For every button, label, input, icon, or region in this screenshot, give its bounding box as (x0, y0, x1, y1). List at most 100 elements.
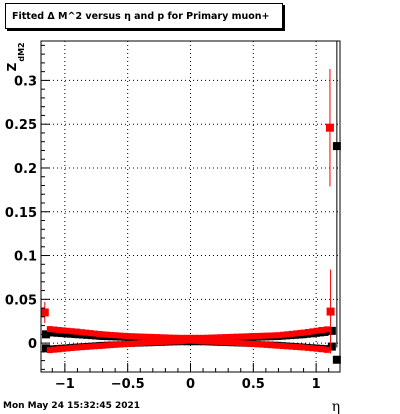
red-band-marker (121, 332, 128, 339)
red-band-marker (46, 326, 53, 333)
red-band-marker (46, 347, 53, 354)
red-band-marker (133, 340, 140, 347)
red-band-marker (87, 330, 94, 337)
y-tick-label: 0.15 (5, 206, 37, 221)
red-band-marker (74, 328, 81, 335)
x-tick-label: 1 (312, 377, 321, 392)
red-band-marker (309, 345, 316, 352)
red-band-marker (92, 330, 99, 337)
red-band-marker (204, 338, 211, 345)
red-band-marker (171, 338, 178, 345)
red-band-marker (163, 334, 170, 341)
red-band-marker (83, 343, 90, 350)
chart-title: Fitted Δ M^2 versus η and p for Primary … (12, 10, 270, 22)
red-band-marker (293, 330, 300, 337)
red-band-marker (179, 338, 186, 345)
black-band-marker (58, 331, 65, 338)
red-band-marker (154, 339, 161, 346)
red-band-marker (108, 342, 115, 349)
red-band-marker (112, 341, 119, 348)
red-band-marker (64, 345, 71, 352)
red-band-marker (51, 346, 58, 353)
red-band-marker (247, 333, 254, 340)
black-point-marker (332, 355, 341, 364)
red-band-marker (225, 333, 232, 340)
red-band-marker (242, 340, 249, 347)
chart-title-box: Fitted Δ M^2 versus η and p for Primary … (5, 3, 283, 29)
red-band-marker (103, 331, 110, 338)
red-band-marker (154, 334, 161, 341)
red-band-marker (229, 339, 236, 346)
red-band-marker (272, 332, 279, 339)
red-band-marker (217, 334, 224, 341)
red-band-marker (149, 339, 156, 346)
red-band-marker (213, 338, 220, 345)
red-band-marker (191, 337, 198, 344)
red-band-marker (309, 328, 316, 335)
red-band-marker (68, 328, 75, 335)
red-band-marker (300, 329, 307, 336)
y-tick-label: 0.3 (14, 74, 37, 89)
red-band-marker (238, 340, 245, 347)
red-band-marker (158, 334, 165, 341)
black-band-marker (313, 330, 320, 337)
red-band-marker (112, 332, 119, 339)
x-tick-label: 0.5 (242, 377, 265, 392)
red-band-marker (108, 331, 115, 338)
red-band-marker (293, 343, 300, 350)
red-band-marker (204, 334, 211, 341)
red-band-marker (304, 328, 311, 335)
red-band-marker (121, 341, 128, 348)
red-band-marker (78, 329, 85, 336)
black-point-marker (327, 326, 336, 335)
red-band-marker (129, 340, 136, 347)
red-band-marker (74, 344, 81, 351)
plot-frame (40, 40, 341, 373)
red-band-marker (313, 327, 320, 334)
red-band-marker (229, 333, 236, 340)
red-band-marker (146, 333, 153, 340)
black-band-marker (49, 330, 56, 337)
red-band-marker (323, 326, 330, 333)
red-band-marker (208, 334, 215, 341)
red-band-marker (117, 332, 124, 339)
black-band-marker (62, 331, 69, 338)
red-band-marker (99, 342, 106, 349)
red-band-marker (319, 346, 326, 353)
red-band-marker (117, 341, 124, 348)
red-band-marker (96, 342, 103, 349)
red-band-marker (279, 343, 286, 350)
red-band-marker (149, 333, 156, 340)
red-band-marker (304, 344, 311, 351)
x-axis-label: η (332, 399, 340, 414)
red-band-marker (68, 345, 75, 352)
red-band-marker (250, 340, 257, 347)
red-band-marker (124, 333, 131, 340)
red-band-marker (129, 333, 136, 340)
red-band-marker (96, 331, 103, 338)
red-band-marker (288, 343, 295, 350)
red-band-marker (275, 332, 282, 339)
red-band-marker (92, 343, 99, 350)
red-band-marker (238, 333, 245, 340)
red-band-marker (137, 340, 144, 347)
red-band-marker (300, 344, 307, 351)
red-band-marker (200, 334, 207, 341)
red-point-marker (40, 308, 49, 317)
red-band-marker (225, 339, 232, 346)
red-band-marker (146, 339, 153, 346)
red-band-marker (275, 342, 282, 349)
red-band-marker (64, 327, 71, 334)
red-band-marker (51, 326, 58, 333)
black-point-marker (42, 330, 51, 339)
red-band-marker (200, 338, 207, 345)
red-band-marker (163, 338, 170, 345)
black-point-marker (42, 344, 51, 353)
x-tick-label: −1 (55, 377, 75, 392)
grid (41, 41, 340, 372)
red-band-marker (103, 342, 110, 349)
red-band-marker (167, 334, 174, 341)
red-band-marker (55, 326, 62, 333)
red-band-marker (222, 334, 229, 341)
red-band-marker (259, 341, 266, 348)
